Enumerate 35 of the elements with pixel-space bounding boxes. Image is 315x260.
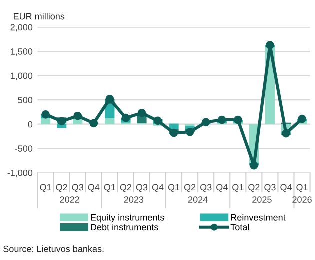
y-tick-label: 500 <box>18 97 33 104</box>
x-tick-label: Q3 <box>72 184 84 192</box>
x-tick-label: Q2 <box>248 184 260 192</box>
y-axis-title: EUR millions <box>14 13 65 20</box>
y-tick-label: 2,000 <box>10 24 33 32</box>
source-note: Source: Lietuvos bankas. <box>4 246 104 252</box>
text: 2026 <box>292 196 312 203</box>
x-tick-label: Q4 <box>88 184 100 192</box>
x-tick-label: Q4 <box>216 184 228 192</box>
x-tick-label: Q3 <box>264 184 276 192</box>
x-tick-label: Q1 <box>296 184 308 192</box>
text: 2024 <box>188 196 208 203</box>
y-tick-label: -1,000 <box>8 170 33 178</box>
x-tick-label: Q1 <box>40 184 52 192</box>
y-tick-label: 0 <box>28 121 33 128</box>
x-tick-label: Q1 <box>232 184 244 192</box>
x-tick-label: Q2 <box>56 184 68 192</box>
text: 2023 <box>124 196 144 203</box>
x-tick-label: Q4 <box>152 184 164 192</box>
legend-label: Total <box>230 224 250 231</box>
y-tick-label: -500 <box>15 146 33 152</box>
text: 2022 <box>60 196 80 203</box>
y-tick-label: 1,500 <box>11 48 33 56</box>
text: 2025 <box>252 196 272 203</box>
y-tick-label: 1,000 <box>11 72 33 80</box>
x-tick-label: Q4 <box>280 184 292 192</box>
legend-label: Reinvestment <box>231 214 286 221</box>
legend-label: Equity instruments <box>91 214 164 223</box>
x-tick-label: Q3 <box>136 184 148 192</box>
x-tick-label: Q3 <box>200 184 212 192</box>
x-tick-label: Q2 <box>184 184 196 192</box>
x-tick-label: Q1 <box>104 184 116 192</box>
legend-label: Debt instruments <box>91 224 158 231</box>
x-tick-label: Q1 <box>168 184 180 192</box>
x-tick-label: Q2 <box>120 184 132 192</box>
